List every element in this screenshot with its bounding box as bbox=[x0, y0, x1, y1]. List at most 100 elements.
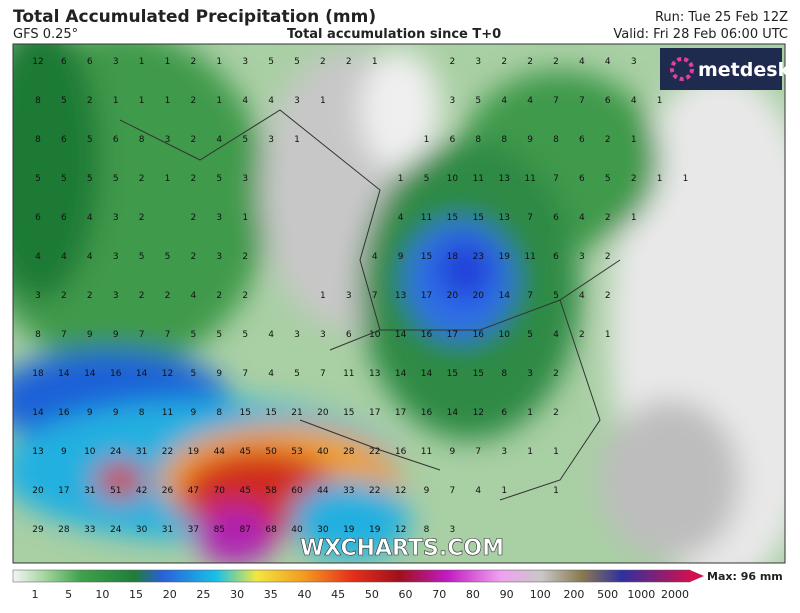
grid-value: 5 bbox=[113, 174, 119, 184]
grid-value: 3 bbox=[113, 291, 119, 301]
grid-value: 7 bbox=[450, 486, 456, 496]
grid-value: 5 bbox=[216, 174, 222, 184]
grid-value: 10 bbox=[84, 447, 96, 457]
grid-value: 12 bbox=[395, 525, 406, 535]
grid-value: 8 bbox=[501, 135, 507, 145]
grid-value: 2 bbox=[605, 291, 611, 301]
grid-value: 6 bbox=[346, 330, 352, 340]
grid-value: 2 bbox=[139, 291, 145, 301]
grid-value: 20 bbox=[447, 291, 459, 301]
grid-value: 4 bbox=[268, 96, 274, 106]
grid-value: 5 bbox=[527, 330, 533, 340]
grid-value: 14 bbox=[395, 330, 407, 340]
grid-value: 5 bbox=[216, 330, 222, 340]
grid-value: 22 bbox=[162, 447, 173, 457]
grid-value: 5 bbox=[61, 96, 67, 106]
grid-value: 10 bbox=[498, 330, 510, 340]
colorbar-label: 200 bbox=[563, 588, 584, 601]
grid-value: 9 bbox=[113, 408, 119, 418]
grid-value: 4 bbox=[579, 291, 585, 301]
grid-value: 11 bbox=[524, 174, 535, 184]
grid-value: 7 bbox=[527, 213, 533, 223]
grid-value: 5 bbox=[87, 135, 93, 145]
grid-value: 7 bbox=[165, 330, 171, 340]
colorbar-label: 90 bbox=[500, 588, 514, 601]
colorbar-label: 5 bbox=[65, 588, 72, 601]
grid-value: 17 bbox=[58, 486, 69, 496]
grid-value: 1 bbox=[216, 96, 222, 106]
grid-value: 2 bbox=[527, 57, 533, 67]
grid-value: 15 bbox=[473, 213, 484, 223]
grid-value: 19 bbox=[188, 447, 200, 457]
grid-value: 1 bbox=[657, 96, 663, 106]
grid-value: 1 bbox=[216, 57, 222, 67]
grid-value: 9 bbox=[191, 408, 197, 418]
grid-value: 53 bbox=[291, 447, 302, 457]
grid-value: 4 bbox=[579, 213, 585, 223]
grid-value: 26 bbox=[162, 486, 174, 496]
grid-value: 30 bbox=[136, 525, 148, 535]
run: Run: Tue 25 Feb 12Z bbox=[654, 10, 788, 25]
grid-value: 4 bbox=[191, 291, 197, 301]
grid-value: 45 bbox=[239, 447, 250, 457]
grid-value: 4 bbox=[553, 330, 559, 340]
grid-value: 13 bbox=[395, 291, 406, 301]
grid-value: 5 bbox=[553, 291, 559, 301]
grid-value: 40 bbox=[317, 447, 329, 457]
subtitle: Total accumulation since T+0 bbox=[287, 27, 502, 42]
grid-value: 7 bbox=[61, 330, 67, 340]
grid-value: 9 bbox=[87, 330, 93, 340]
grid-value: 16 bbox=[421, 330, 433, 340]
grid-value: 2 bbox=[605, 213, 611, 223]
grid-value: 3 bbox=[35, 291, 41, 301]
grid-value: 8 bbox=[35, 96, 41, 106]
grid-value: 3 bbox=[320, 330, 326, 340]
grid-value: 70 bbox=[214, 486, 226, 496]
grid-value: 50 bbox=[265, 447, 277, 457]
colorbar-label: 25 bbox=[196, 588, 210, 601]
grid-value: 5 bbox=[35, 174, 41, 184]
grid-value: 2 bbox=[501, 57, 507, 67]
grid-value: 17 bbox=[369, 408, 380, 418]
grid-value: 2 bbox=[61, 291, 67, 301]
grid-value: 14 bbox=[447, 408, 459, 418]
logo: metdesk bbox=[698, 59, 791, 81]
colorbar-label: 40 bbox=[297, 588, 311, 601]
grid-value: 3 bbox=[113, 57, 119, 67]
grid-value: 14 bbox=[58, 369, 70, 379]
grid-value: 6 bbox=[579, 135, 585, 145]
grid-value: 14 bbox=[395, 369, 407, 379]
grid-value: 4 bbox=[216, 135, 222, 145]
grid-value: 2 bbox=[553, 57, 559, 67]
valid: Valid: Fri 28 Feb 06:00 UTC bbox=[613, 27, 788, 42]
grid-value: 15 bbox=[473, 369, 484, 379]
grid-value: 31 bbox=[136, 447, 147, 457]
grid-value: 1 bbox=[631, 135, 637, 145]
grid-value: 2 bbox=[631, 174, 637, 184]
grid-value: 19 bbox=[343, 525, 355, 535]
grid-value: 1 bbox=[501, 486, 507, 496]
grid-value: 20 bbox=[473, 291, 485, 301]
title: Total Accumulated Precipitation (mm) bbox=[13, 7, 377, 27]
grid-value: 2 bbox=[242, 291, 248, 301]
grid-value: 3 bbox=[165, 135, 171, 145]
grid-value: 14 bbox=[421, 369, 433, 379]
grid-value: 9 bbox=[113, 330, 119, 340]
watermark: WXCHARTS.COM bbox=[300, 536, 504, 561]
grid-value: 1 bbox=[424, 135, 430, 145]
grid-value: 44 bbox=[214, 447, 226, 457]
grid-value: 6 bbox=[579, 174, 585, 184]
grid-value: 9 bbox=[527, 135, 533, 145]
grid-value: 5 bbox=[165, 252, 171, 262]
grid-value: 6 bbox=[87, 57, 93, 67]
grid-value: 3 bbox=[242, 57, 248, 67]
grid-value: 1 bbox=[294, 135, 300, 145]
grid-value: 11 bbox=[421, 213, 432, 223]
grid-value: 6 bbox=[61, 135, 67, 145]
grid-value: 6 bbox=[605, 96, 611, 106]
grid-value: 14 bbox=[84, 369, 96, 379]
grid-value: 3 bbox=[294, 330, 300, 340]
grid-value: 4 bbox=[87, 252, 93, 262]
grid-value: 21 bbox=[291, 408, 302, 418]
colorbar bbox=[12, 569, 691, 583]
